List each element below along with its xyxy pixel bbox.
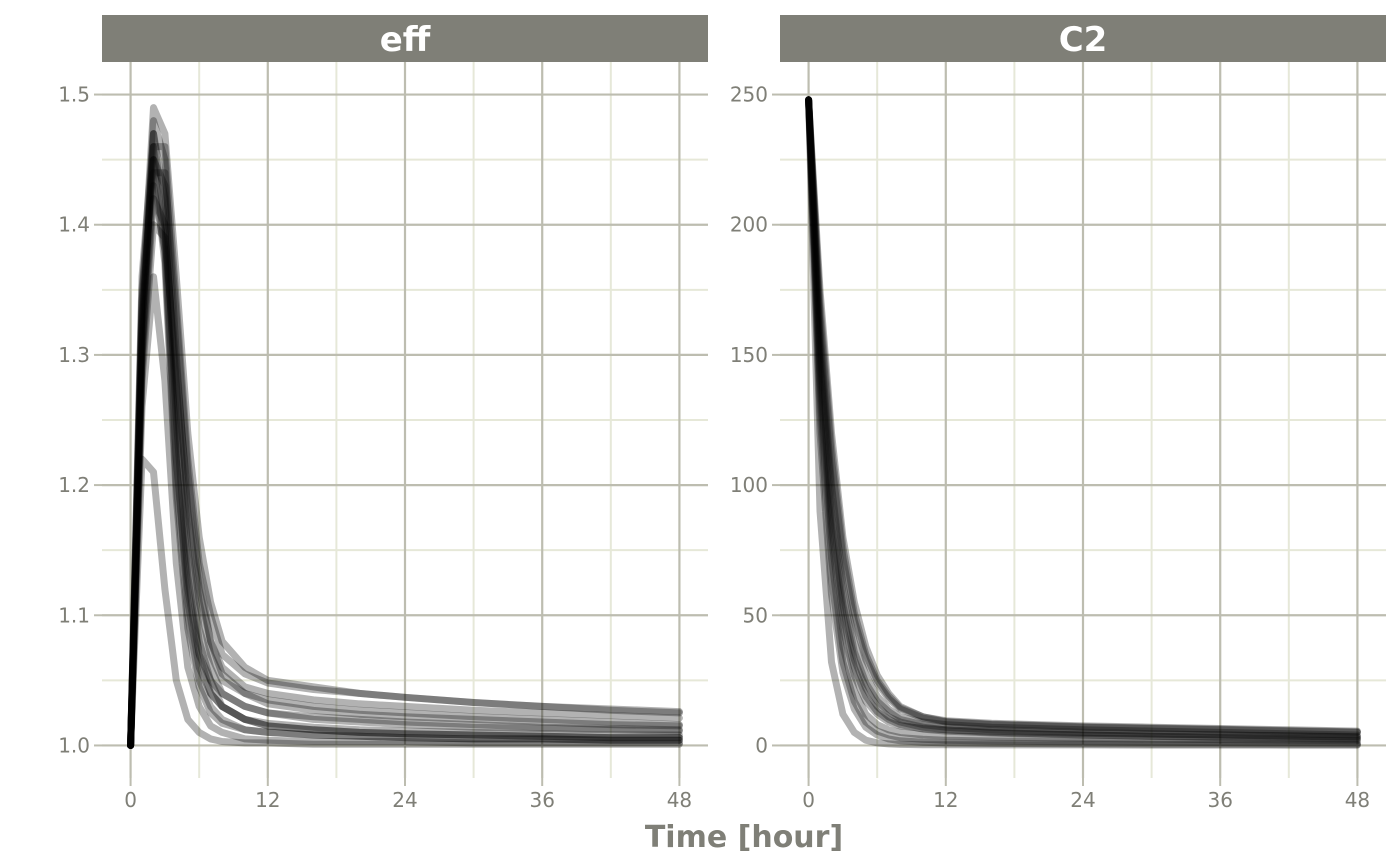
series-line-eff-1 [127,130,683,749]
y-tick-label: 1.2 [58,473,90,497]
series-line-c2-9 [805,96,1361,741]
x-tick-label: 24 [1070,788,1095,812]
series-line-c2-4 [805,96,1361,748]
series-lines-c2 [805,96,1361,749]
series-line-eff-5 [127,156,683,749]
grid-eff [102,62,708,778]
strip-title-eff: eff [380,20,431,60]
y-tick-label: 1.5 [58,83,90,107]
series-line-eff-13 [127,455,683,749]
y-tick-label: 100 [730,473,768,497]
x-tick-label: 12 [255,788,280,812]
x-tick-label: 0 [802,788,815,812]
y-tick-label: 1.3 [58,343,90,367]
x-tick-label: 36 [1207,788,1232,812]
x-tick-label: 24 [392,788,417,812]
y-tick-label: 50 [743,603,768,627]
series-line-eff-10 [127,182,683,749]
x-tick-label: 12 [933,788,958,812]
y-tick-label: 1.4 [58,213,90,237]
series-line-eff-8 [127,130,683,749]
series-lines-eff [127,104,683,749]
series-line-c2-1 [805,96,1361,739]
series-line-c2-8 [805,96,1361,745]
x-axis-title: Time [hour] [645,820,843,855]
y-tick-label: 200 [730,213,768,237]
y-tick-label: 1.0 [58,733,90,757]
panel-eff: eff 0 12 24 36 48 1.0 1.1 1.2 1.3 1.4 1.5 [58,15,708,812]
series-line-eff-9 [127,143,683,749]
strip-title-c2: C2 [1059,20,1108,60]
axes-c2: 0 12 24 36 48 0 50 100 150 200 250 [730,83,1370,812]
series-line-c2-6 [805,96,1361,743]
series-line-eff-6 [127,169,683,749]
series-line-eff-14 [127,156,683,749]
x-tick-label: 36 [529,788,554,812]
x-tick-label: 48 [1345,788,1370,812]
series-line-eff-11 [127,221,683,749]
strip-bg-c2 [780,15,1386,62]
strip-bg-eff [102,15,708,62]
panel-c2: C2 0 12 24 36 48 0 50 100 150 200 250 [730,15,1386,812]
grid-c2 [780,62,1386,778]
series-line-c2-11 [805,96,1361,742]
series-line-eff-2 [127,117,683,749]
series-line-eff-3 [127,104,683,749]
y-tick-label: 1.1 [58,603,90,627]
axes-eff: 0 12 24 36 48 1.0 1.1 1.2 1.3 1.4 1.5 [58,83,692,812]
series-line-c2-5 [805,96,1361,749]
series-line-c2-2 [805,96,1361,741]
x-tick-label: 48 [667,788,692,812]
series-line-c2-7 [805,96,1361,736]
series-line-c2-12 [805,96,1361,736]
y-tick-label: 150 [730,343,768,367]
y-tick-label: 0 [755,733,768,757]
series-line-eff-7 [127,195,683,749]
series-line-eff-4 [127,143,683,749]
x-tick-label: 0 [124,788,137,812]
series-line-eff-12 [127,273,683,749]
y-tick-label: 250 [730,83,768,107]
series-line-c2-3 [805,96,1361,735]
series-line-c2-10 [805,96,1361,747]
